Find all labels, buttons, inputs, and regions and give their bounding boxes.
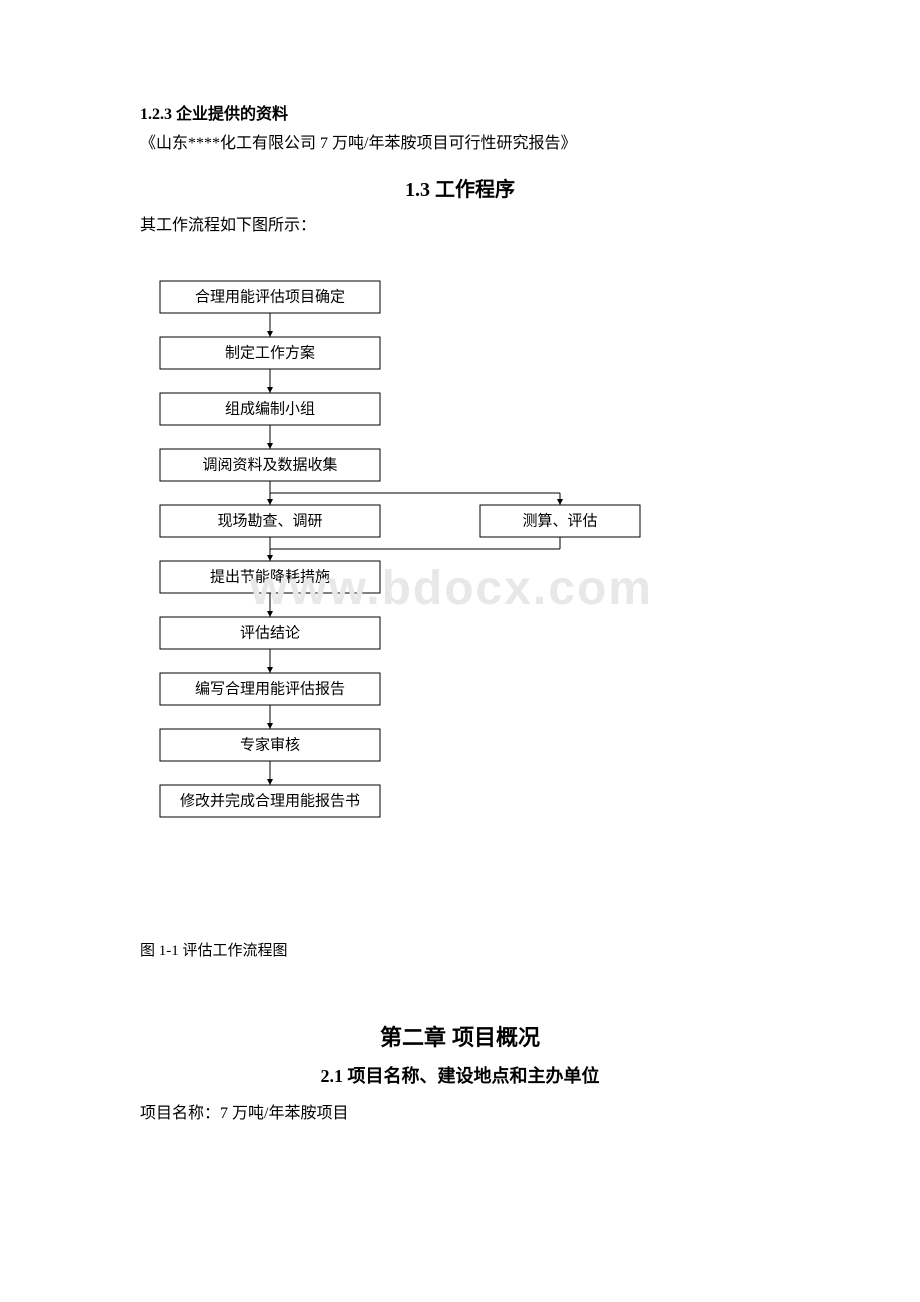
section-1-2-3-body: 《山东****化工有限公司 7 万吨/年苯胺项目可行性研究报告》 [140, 130, 780, 159]
flowchart-caption: 图 1-1 评估工作流程图 [140, 939, 780, 960]
section-1-3-intro: 其工作流程如下图所示： [140, 212, 780, 241]
section-2-1-line1: 项目名称：7 万吨/年苯胺项目 [140, 1100, 780, 1129]
svg-text:修改并完成合理用能报告书: 修改并完成合理用能报告书 [180, 792, 360, 809]
chapter-2-title: 第二章 项目概况 [140, 1020, 780, 1052]
svg-text:合理用能评估项目确定: 合理用能评估项目确定 [195, 288, 345, 305]
section-1-2-3-heading: 1.2.3 企业提供的资料 [140, 100, 780, 124]
flowchart-container: www.bdocx.com 合理用能评估项目确定制定工作方案组成编制小组调阅资料… [140, 271, 780, 911]
svg-text:评估结论: 评估结论 [240, 624, 300, 641]
flowchart-svg: 合理用能评估项目确定制定工作方案组成编制小组调阅资料及数据收集现场勘查、调研提出… [140, 271, 700, 911]
section-2-1-heading: 2.1 项目名称、建设地点和主办单位 [140, 1062, 780, 1088]
svg-text:组成编制小组: 组成编制小组 [225, 400, 315, 417]
svg-text:提出节能降耗措施: 提出节能降耗措施 [210, 568, 330, 585]
section-1-3-heading: 1.3 工作程序 [140, 173, 780, 202]
svg-text:调阅资料及数据收集: 调阅资料及数据收集 [202, 456, 337, 473]
svg-text:测算、评估: 测算、评估 [522, 511, 597, 529]
svg-text:制定工作方案: 制定工作方案 [225, 343, 315, 361]
svg-text:专家审核: 专家审核 [240, 736, 300, 753]
svg-text:现场勘查、调研: 现场勘查、调研 [217, 512, 322, 529]
svg-text:编写合理用能评估报告: 编写合理用能评估报告 [195, 680, 345, 697]
